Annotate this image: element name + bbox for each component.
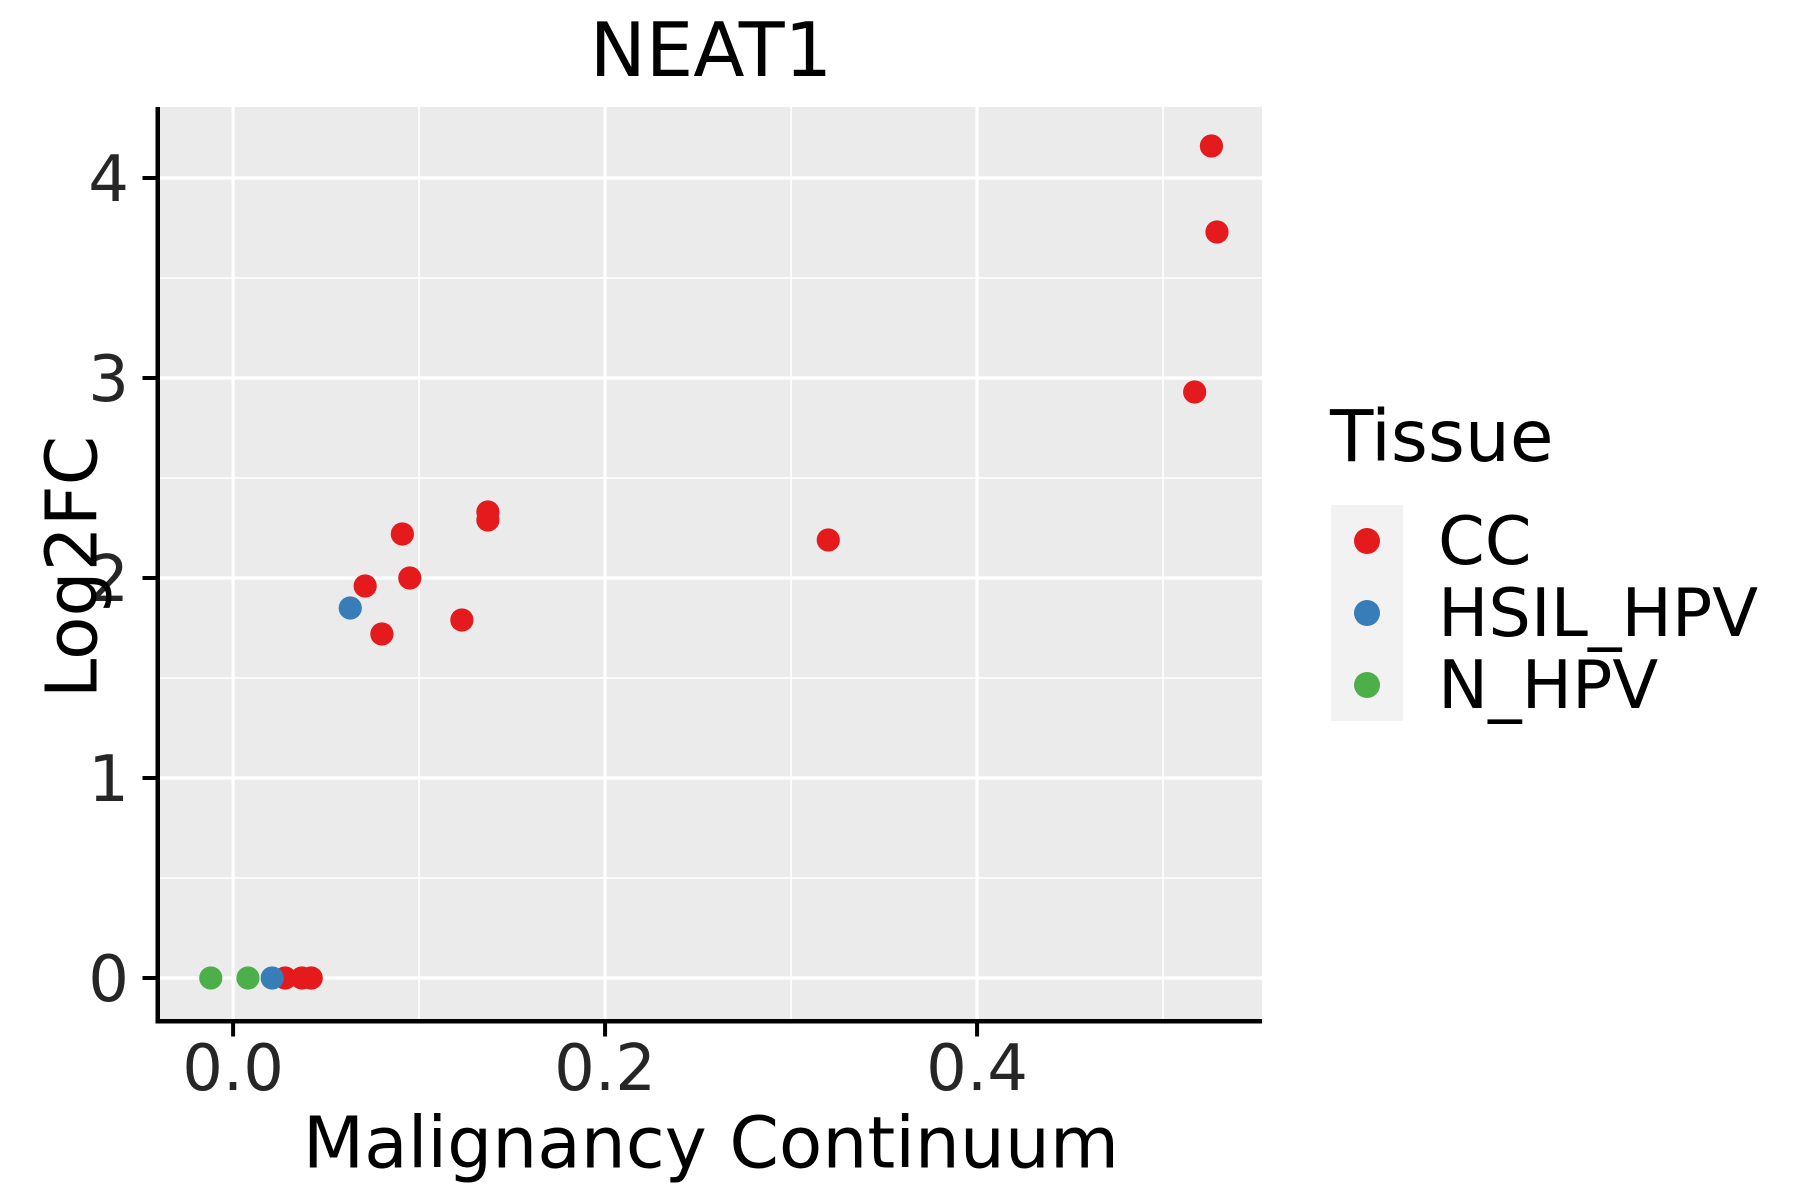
data-point-CC: [1183, 380, 1207, 404]
data-point-CC: [353, 574, 377, 598]
data-point-HSIL_HPV: [338, 596, 362, 620]
x-tick-label: 0.2: [554, 1032, 656, 1106]
data-point-CC: [816, 528, 840, 552]
data-point-CC: [370, 622, 394, 646]
panel-background: [160, 107, 1262, 1019]
x-tick-mark: [603, 1023, 608, 1037]
data-point-CC: [390, 522, 414, 546]
legend-item-HSIL_HPV: HSIL_HPV: [1331, 574, 1759, 652]
legend-label-N_HPV: N_HPV: [1438, 646, 1659, 724]
y-tick-label: 2: [88, 543, 129, 617]
legend-title: Tissue: [1330, 395, 1554, 478]
y-tick-mark: [142, 576, 156, 580]
chart-title: NEAT1: [589, 6, 833, 94]
data-point-CC: [450, 608, 474, 632]
data-point-N_HPV: [199, 966, 223, 990]
legend: Tissue CC HSIL_HPV N_HPV: [1330, 395, 1759, 724]
y-tick-mark: [142, 176, 156, 180]
y-tick-label: 3: [88, 343, 129, 417]
legend-dot-HSIL_HPV: [1354, 600, 1380, 626]
x-tick-mark: [231, 1023, 236, 1037]
legend-items: CC HSIL_HPV N_HPV: [1331, 502, 1759, 724]
x-tick-mark: [975, 1023, 980, 1037]
legend-key: [1331, 649, 1403, 721]
x-axis-line: [155, 1019, 1262, 1024]
legend-item-CC: CC: [1331, 502, 1758, 580]
data-point-CC: [476, 500, 500, 524]
legend-dot-CC: [1354, 528, 1380, 554]
data-point-CC: [1205, 220, 1229, 244]
x-tick-label: 0.4: [926, 1032, 1028, 1106]
y-tick-label: 1: [88, 743, 129, 817]
y-axis-line: [155, 107, 160, 1024]
legend-dot-N_HPV: [1354, 672, 1380, 698]
y-tick-label: 4: [88, 143, 129, 217]
legend-key: [1331, 577, 1403, 649]
y-tick-mark: [142, 976, 156, 980]
data-point-HSIL_HPV: [260, 966, 284, 990]
legend-item-N_HPV: N_HPV: [1331, 646, 1758, 724]
legend-key: [1331, 505, 1403, 577]
y-tick-label: 0: [88, 943, 129, 1017]
legend-label-HSIL_HPV: HSIL_HPV: [1438, 574, 1759, 652]
data-point-CC: [1199, 134, 1224, 158]
data-point-CC: [299, 966, 323, 990]
data-point-CC: [398, 566, 422, 590]
legend-label-CC: CC: [1438, 502, 1532, 580]
x-axis-title: Malignancy Continuum: [302, 1101, 1120, 1185]
x-tick-label: 0.0: [182, 1032, 284, 1106]
y-tick-mark: [142, 376, 156, 380]
data-point-N_HPV: [236, 966, 260, 990]
y-axis-title: Log2FC: [30, 435, 114, 699]
y-tick-mark: [142, 776, 156, 780]
